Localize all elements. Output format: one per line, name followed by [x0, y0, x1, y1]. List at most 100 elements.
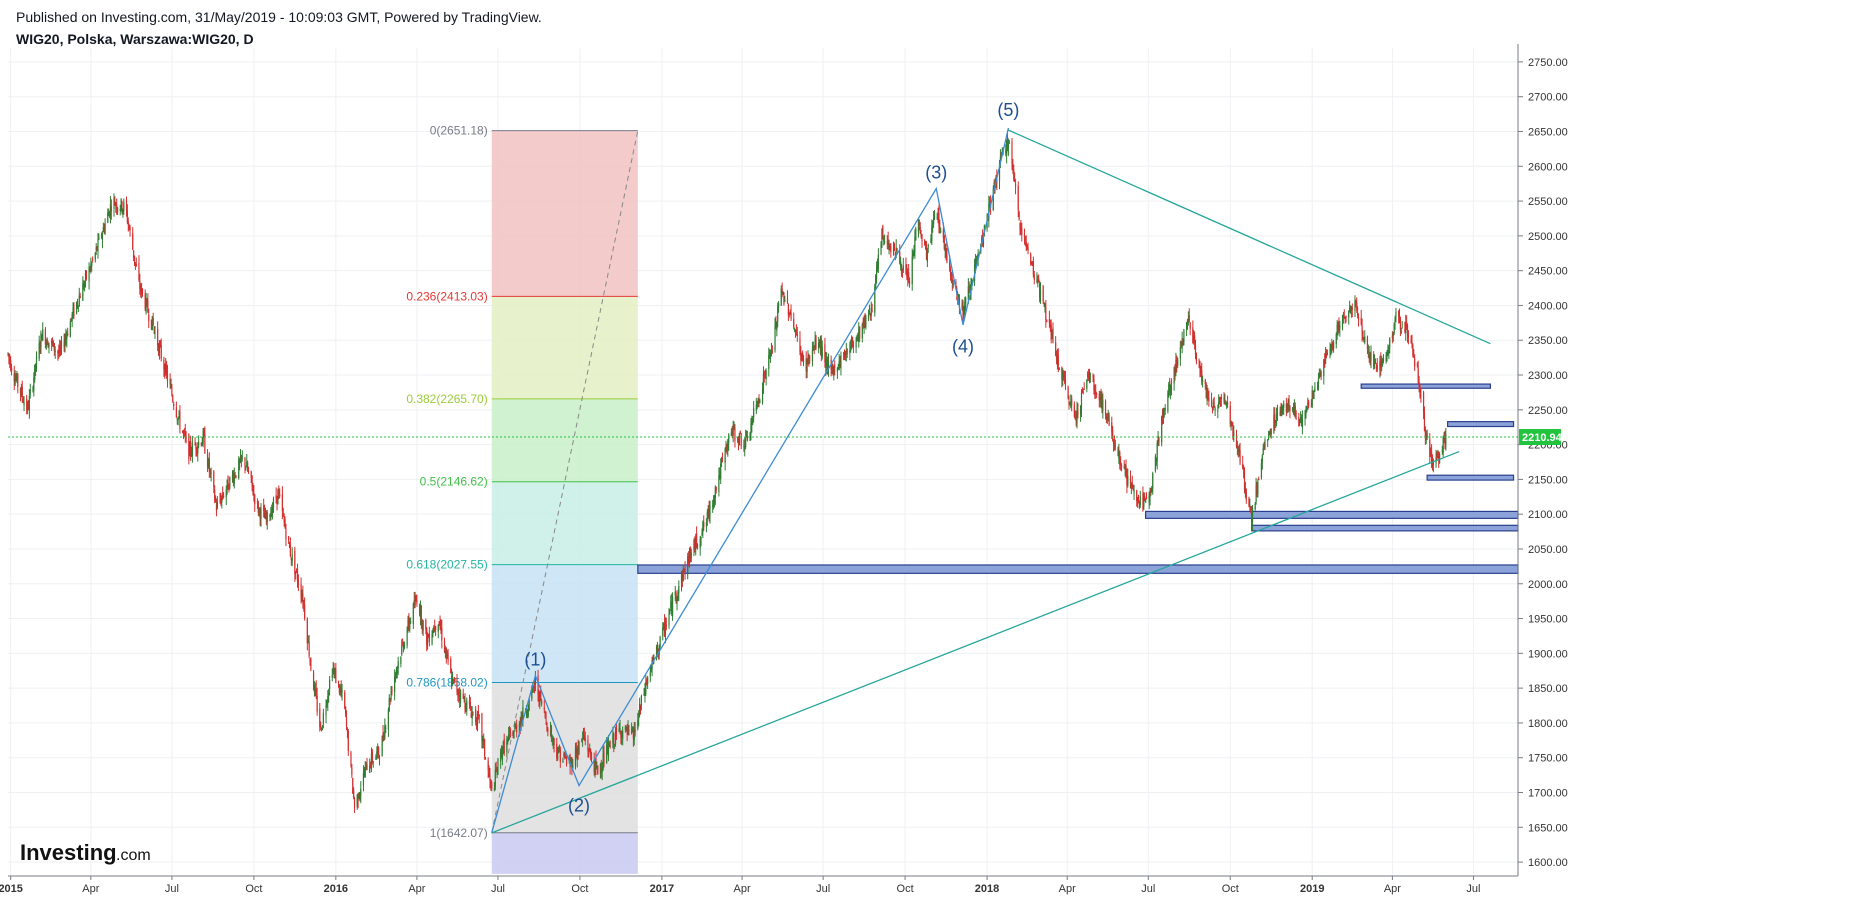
- candle-body: [931, 226, 933, 242]
- candle-body: [1354, 300, 1356, 312]
- candle-body: [1400, 331, 1402, 333]
- candle-body: [141, 287, 143, 294]
- candle-body: [1351, 307, 1353, 310]
- candle-body: [1280, 409, 1282, 414]
- candle-body: [250, 471, 252, 478]
- candle-body: [288, 542, 291, 548]
- candle-body: [1200, 366, 1202, 373]
- candle-body: [581, 739, 583, 741]
- candle-body: [15, 378, 17, 380]
- candle-body: [520, 717, 522, 728]
- candle-body: [1312, 393, 1314, 397]
- candle-body: [665, 624, 667, 627]
- candle-body: [312, 672, 315, 691]
- candle-body: [210, 472, 212, 474]
- candle-body: [1220, 397, 1222, 400]
- candle-body: [277, 489, 279, 505]
- candle-body: [1069, 404, 1071, 406]
- candle-body: [1307, 403, 1309, 405]
- candle-body: [559, 748, 561, 762]
- candle-body: [289, 545, 292, 557]
- candle-body: [1139, 496, 1141, 506]
- candle-body: [1370, 351, 1372, 361]
- candle-body: [1399, 318, 1402, 330]
- candle-body: [761, 388, 764, 403]
- candle-body: [913, 250, 915, 252]
- wave-label: (4): [952, 336, 974, 356]
- candle-body: [20, 387, 22, 396]
- candle-body: [1239, 450, 1241, 464]
- y-tick-label: 2050.00: [1528, 544, 1568, 556]
- x-tick-label: Jul: [491, 883, 505, 895]
- x-tick-label: Jul: [165, 883, 179, 895]
- candle-body: [668, 613, 670, 626]
- candle-body: [1007, 143, 1010, 149]
- candle-body: [270, 512, 272, 521]
- candle-body: [744, 445, 746, 450]
- candle-body: [936, 217, 938, 219]
- candle-body: [114, 201, 116, 206]
- candle-body: [338, 685, 340, 693]
- candle-body: [905, 264, 907, 274]
- candle-body: [550, 727, 553, 739]
- candle-body: [887, 239, 889, 246]
- candle-body: [88, 267, 90, 282]
- candle-body: [1162, 408, 1165, 418]
- candle-body: [1006, 140, 1008, 156]
- y-tick-label: 1750.00: [1528, 753, 1568, 765]
- candle-body: [1257, 481, 1259, 495]
- candle-body: [1151, 486, 1153, 492]
- candle-body: [543, 707, 545, 710]
- candle-body: [307, 640, 309, 643]
- candle-body: [1437, 454, 1439, 458]
- candle-body: [39, 346, 41, 349]
- candle-body: [514, 726, 516, 730]
- fibonacci-retracement[interactable]: 0(2651.18) 0.236(2413.03) 0.382(2265.70) 0.…: [406, 124, 639, 874]
- candle-body: [701, 533, 703, 536]
- candle-body: [64, 339, 66, 347]
- candle-body: [1088, 377, 1091, 381]
- candle-body: [1348, 311, 1350, 318]
- candle-body: [41, 334, 43, 341]
- candle-body: [463, 698, 465, 700]
- candle-body: [1430, 454, 1432, 456]
- candle-body: [1155, 457, 1157, 459]
- candle-body: [527, 708, 529, 717]
- candle-body: [1133, 489, 1135, 494]
- candle-body: [968, 289, 970, 292]
- candle-body: [138, 262, 140, 280]
- candle-body: [464, 700, 466, 709]
- candle-body: [484, 758, 487, 760]
- candle-body: [743, 446, 745, 448]
- candle-body: [271, 508, 274, 512]
- candle-body: [1114, 445, 1116, 447]
- y-tick-label: 2150.00: [1528, 474, 1568, 486]
- candle-body: [861, 323, 863, 339]
- candle-body: [500, 749, 503, 758]
- candle-body: [753, 408, 755, 418]
- candle-body: [876, 264, 879, 266]
- candle-body: [1189, 322, 1191, 329]
- candle-body: [1251, 512, 1253, 525]
- y-tick-label: 2550.00: [1528, 196, 1568, 208]
- candle-body: [712, 505, 714, 507]
- candle-body: [1375, 366, 1377, 369]
- candle-body: [875, 267, 878, 279]
- candle-body: [1168, 383, 1170, 393]
- trendlines[interactable]: [8, 127, 1518, 834]
- candle-body: [1030, 263, 1033, 265]
- candle-body: [363, 773, 365, 777]
- candle-body: [1406, 325, 1409, 335]
- candle-body: [1374, 361, 1377, 364]
- candle-body: [1254, 503, 1256, 510]
- candle-body: [139, 281, 141, 289]
- candle-body: [196, 448, 198, 452]
- candle-body: [1301, 417, 1304, 428]
- candle-body: [133, 255, 136, 262]
- candle-body: [1406, 321, 1408, 329]
- candle-body: [508, 734, 510, 739]
- candle-body: [465, 705, 467, 711]
- candle-body: [144, 293, 146, 310]
- candle-body: [1412, 345, 1414, 355]
